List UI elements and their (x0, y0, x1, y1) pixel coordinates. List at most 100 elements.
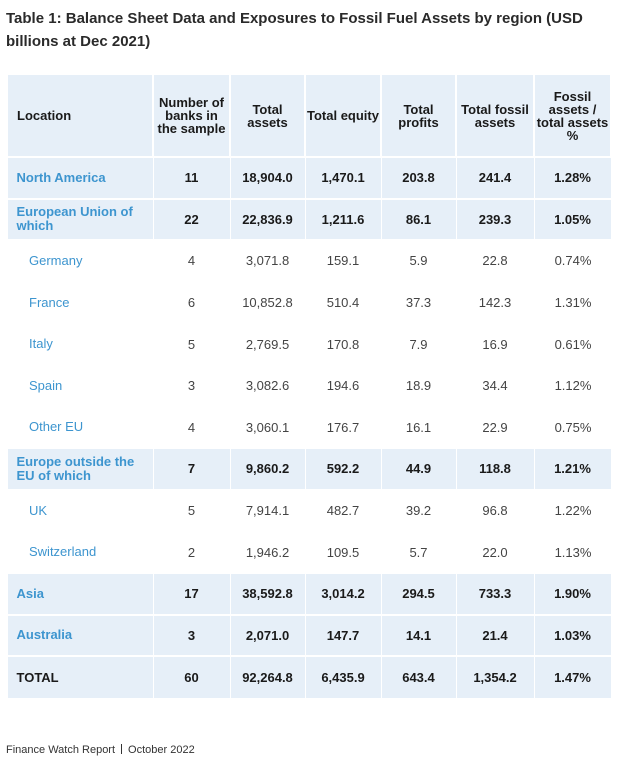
cell-total-profits: 643.4 (380, 655, 457, 700)
cell-location: Australia (6, 613, 154, 658)
cell-fossil-share: 0.61% (533, 322, 611, 366)
cell-total-equity: 1,470.1 (304, 156, 382, 200)
cell-number-of-banks: 17 (152, 571, 231, 616)
cell-total-profits: 294.5 (380, 571, 457, 616)
cell-location: Switzerland (7, 530, 154, 574)
cell-total-assets: 18,904.0 (229, 156, 306, 200)
cell-fossil-share: 1.47% (533, 655, 612, 700)
cell-number-of-banks: 7 (152, 447, 231, 491)
column-header-fossil-share: Fossil assets / total assets % (533, 73, 612, 158)
balance-sheet-table: Location Number of banks in the sample T… (6, 73, 612, 700)
cell-number-of-banks: 2 (152, 530, 231, 574)
footer-publication: Finance Watch Report (6, 744, 116, 756)
cell-location: TOTAL (6, 655, 154, 700)
cell-total-equity: 482.7 (304, 488, 382, 533)
cell-number-of-banks: 6 (152, 280, 231, 325)
cell-number-of-banks: 5 (152, 488, 231, 533)
cell-total-equity: 3,014.2 (304, 571, 382, 616)
cell-location: France (7, 280, 154, 325)
cell-total-equity: 170.8 (304, 322, 382, 366)
table-row: Australia 3 2,071.0 147.7 14.1 21.4 1.03% (6, 613, 612, 658)
column-header-total-assets: Total assets (229, 73, 306, 158)
cell-total-profits: 203.8 (380, 156, 457, 200)
cell-total-profits: 18.9 (380, 363, 457, 408)
cell-total-fossil-assets: 733.3 (455, 571, 535, 616)
table-row: Asia 17 38,592.8 3,014.2 294.5 733.3 1.90% (6, 571, 612, 616)
cell-total-assets: 3,082.6 (229, 363, 306, 408)
cell-fossil-share: 1.31% (533, 280, 611, 325)
column-header-total-fossil-assets: Total fossil assets (455, 73, 535, 158)
cell-total-fossil-assets: 239.3 (455, 197, 535, 242)
cell-fossil-share: 1.22% (533, 488, 611, 533)
cell-total-assets: 3,060.1 (229, 405, 306, 450)
cell-total-assets: 10,852.8 (229, 280, 306, 325)
cell-total-fossil-assets: 1,354.2 (455, 655, 535, 700)
cell-number-of-banks: 3 (152, 363, 231, 408)
cell-total-fossil-assets: 16.9 (455, 322, 535, 366)
cell-location: Spain (7, 363, 154, 408)
cell-total-equity: 159.1 (304, 239, 382, 283)
cell-total-profits: 37.3 (380, 280, 457, 325)
table-row: Spain 3 3,082.6 194.6 18.9 34.4 1.12% (7, 363, 611, 408)
cell-location: Other EU (7, 405, 154, 450)
cell-total-assets: 92,264.8 (229, 655, 306, 700)
table-body: North America 11 18,904.0 1,470.1 203.8 241.4… (6, 156, 612, 700)
cell-total-equity: 194.6 (304, 363, 382, 408)
cell-total-profits: 14.1 (380, 613, 457, 658)
cell-total-profits: 5.9 (380, 239, 457, 283)
cell-total-profits: 16.1 (380, 405, 457, 450)
table-row: Switzerland 2 1,946.2 109.5 5.7 22.0 1.13% (7, 530, 611, 574)
total-row: TOTAL 60 92,264.8 6,435.9 643.4 1,354.2 1.47% (6, 655, 612, 700)
header-row: Location Number of banks in the sample T… (6, 73, 612, 158)
cell-total-fossil-assets: 96.8 (455, 488, 535, 533)
cell-location: European Union of which (6, 197, 154, 242)
cell-total-assets: 22,836.9 (229, 197, 306, 242)
cell-location: Europe outside the EU of which (6, 447, 154, 491)
cell-total-profits: 44.9 (380, 447, 457, 491)
cell-location: UK (7, 488, 154, 533)
cell-total-profits: 7.9 (380, 322, 457, 366)
footer-separator (121, 744, 123, 754)
cell-total-fossil-assets: 142.3 (455, 280, 535, 325)
cell-total-assets: 2,769.5 (229, 322, 306, 366)
cell-fossil-share: 1.12% (533, 363, 611, 408)
cell-total-fossil-assets: 241.4 (455, 156, 535, 200)
table-title: Table 1: Balance Sheet Data and Exposure… (6, 10, 583, 50)
footer-date: October 2022 (128, 744, 195, 756)
cell-total-assets: 9,860.2 (229, 447, 306, 491)
cell-fossil-share: 1.28% (533, 156, 612, 200)
column-header-location: Location (6, 73, 154, 158)
cell-total-fossil-assets: 118.8 (455, 447, 535, 491)
page-footer: Finance Watch Report October 2022 (6, 744, 195, 756)
cell-location: Asia (6, 571, 154, 616)
cell-total-equity: 592.2 (304, 447, 382, 491)
table-row: European Union of which 22 22,836.9 1,211.6… (6, 197, 612, 242)
cell-total-profits: 39.2 (380, 488, 457, 533)
cell-total-assets: 1,946.2 (229, 530, 306, 574)
cell-fossil-share: 1.03% (533, 613, 612, 658)
cell-total-fossil-assets: 34.4 (455, 363, 535, 408)
cell-total-fossil-assets: 22.9 (455, 405, 535, 450)
cell-number-of-banks: 4 (152, 239, 231, 283)
table-row: Germany 4 3,071.8 159.1 5.9 22.8 0.74% (7, 239, 611, 283)
cell-total-profits: 86.1 (380, 197, 457, 242)
cell-fossil-share: 0.74% (533, 239, 611, 283)
cell-total-assets: 38,592.8 (229, 571, 306, 616)
cell-location: Germany (7, 239, 154, 283)
cell-total-equity: 1,211.6 (304, 197, 382, 242)
table-row: North America 11 18,904.0 1,470.1 203.8 241.4… (6, 156, 612, 200)
cell-total-assets: 7,914.1 (229, 488, 306, 533)
cell-fossil-share: 1.90% (533, 571, 612, 616)
cell-total-equity: 176.7 (304, 405, 382, 450)
cell-number-of-banks: 4 (152, 405, 231, 450)
cell-total-fossil-assets: 22.8 (455, 239, 535, 283)
column-header-number-of-banks: Number of banks in the sample (152, 73, 231, 158)
cell-total-assets: 2,071.0 (229, 613, 306, 658)
cell-total-equity: 147.7 (304, 613, 382, 658)
table-row: Other EU 4 3,060.1 176.7 16.1 22.9 0.75% (7, 405, 611, 450)
table-row: UK 5 7,914.1 482.7 39.2 96.8 1.22% (7, 488, 611, 533)
cell-total-fossil-assets: 21.4 (455, 613, 535, 658)
table-row: France 6 10,852.8 510.4 37.3 142.3 1.31% (7, 280, 611, 325)
cell-location: North America (6, 156, 154, 200)
cell-total-equity: 510.4 (304, 280, 382, 325)
